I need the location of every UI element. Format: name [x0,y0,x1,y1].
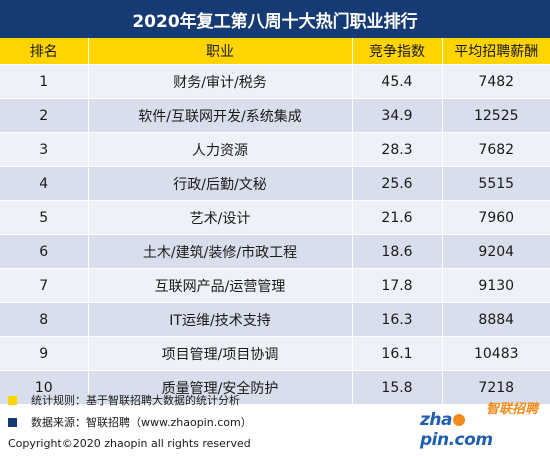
cell-rank: 8 [0,302,89,337]
cell-salary: 7482 [442,64,550,99]
note-rule: 统计规则：基于智联招聘大数据的统计分析 [8,392,240,408]
header-index: 竞争指数 [352,38,443,65]
table-row: 3 人力资源 28.3 7682 [0,132,550,167]
page-title: 2020年复工第八周十大热门职业排行 [0,0,550,38]
cell-index: 17.8 [352,268,443,303]
cell-rank: 3 [0,132,89,167]
copyright: Copyright©2020 zhaopin all rights reserv… [8,437,251,450]
cell-job: 互联网产品/运营管理 [88,268,353,303]
cell-job: 软件/互联网开发/系统集成 [88,98,353,133]
cell-index: 25.6 [352,166,443,201]
ranking-table: 排名 职业 竞争指数 平均招聘薪酬 1 财务/审计/税务 45.4 7482 2 软件/互… [0,38,550,404]
table-row: 6 土木/建筑/装修/市政工程 18.6 9204 [0,234,550,269]
logo-en-text: zhapin.com [420,410,538,450]
yellow-square-icon [8,395,17,405]
logo-cn-text: 智联招聘 [485,402,538,417]
cell-rank: 6 [0,234,89,269]
table-row: 7 互联网产品/运营管理 17.8 9130 [0,268,550,303]
cell-job: 艺术/设计 [88,200,353,235]
cell-salary: 7960 [442,200,550,235]
cell-job: 人力资源 [88,132,353,167]
cell-index: 16.3 [352,302,443,337]
cell-rank: 4 [0,166,89,201]
table-row: 5 艺术/设计 21.6 7960 [0,200,550,235]
logo-en-suffix: pin.com [420,430,493,450]
header-rank: 排名 [0,38,89,65]
table-row: 10 质量管理/安全防护 15.8 7218 [0,370,550,404]
cell-rank: 9 [0,336,89,371]
cell-salary: 9204 [442,234,550,269]
note-rule-text: 统计规则：基于智联招聘大数据的统计分析 [31,394,240,407]
cell-index: 16.1 [352,336,443,371]
cell-index: 34.9 [352,98,443,133]
table-row: 9 项目管理/项目协调 16.1 10483 [0,336,550,371]
note-source: 数据来源：智联招聘（www.zhaopin.com） [8,414,252,430]
header-job: 职业 [88,38,353,65]
cell-index: 18.6 [352,234,443,269]
logo-o-circle-icon [452,414,465,426]
note-source-text: 数据来源：智联招聘（www.zhaopin.com） [31,416,252,429]
cell-salary: 9130 [442,268,550,303]
table-row: 2 软件/互联网开发/系统集成 34.9 12525 [0,98,550,133]
cell-job: IT运维/技术支持 [88,302,353,337]
logo-en-prefix: zha [420,410,452,430]
cell-rank: 5 [0,200,89,235]
cell-job: 行政/后勤/文秘 [88,166,353,201]
table-row: 4 行政/后勤/文秘 25.6 5515 [0,166,550,201]
zhaopin-logo: 智联招聘 zhapin.com [420,398,538,450]
cell-job: 项目管理/项目协调 [88,336,353,371]
cell-salary: 12525 [442,98,550,133]
cell-salary: 10483 [442,336,550,371]
cell-salary: 8884 [442,302,550,337]
cell-job: 财务/审计/税务 [88,64,353,99]
cell-salary: 5515 [442,166,550,201]
cell-rank: 7 [0,268,89,303]
table-row: 1 财务/审计/税务 45.4 7482 [0,64,550,99]
blue-square-icon [8,417,17,427]
cell-job: 质量管理/安全防护 [88,370,353,404]
cell-index: 15.8 [352,370,443,404]
cell-rank: 1 [0,64,89,99]
cell-index: 28.3 [352,132,443,167]
cell-rank: 2 [0,98,89,133]
table-header-row: 排名 职业 竞争指数 平均招聘薪酬 [0,38,550,65]
table-row: 8 IT运维/技术支持 16.3 8884 [0,302,550,337]
cell-job: 土木/建筑/装修/市政工程 [88,234,353,269]
header-salary: 平均招聘薪酬 [442,38,550,65]
cell-index: 21.6 [352,200,443,235]
cell-salary: 7218 [442,370,550,404]
cell-salary: 7682 [442,132,550,167]
cell-index: 45.4 [352,64,443,99]
